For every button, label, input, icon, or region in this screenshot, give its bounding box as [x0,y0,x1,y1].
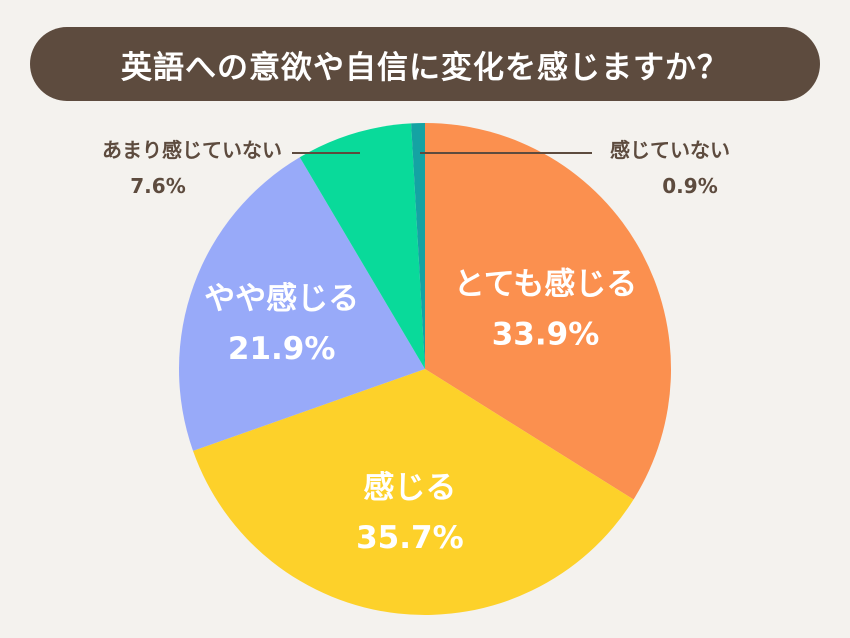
pie-slices [179,123,671,615]
slice-3-value: 21.9% [228,331,336,367]
slice-labels: とても感じる 33.9% 感じる 35.7% やや感じる 21.9% あまり感じていない 7.… [102,138,730,556]
slice-4-label: あまり感じていない [102,138,282,162]
slice-1 [425,123,671,500]
slice-4 [299,123,425,369]
slice-5 [411,123,425,369]
slice-1-label: とても感じる [454,266,638,302]
slice-1-value: 33.9% [492,316,600,352]
slice-5-value: 0.9% [662,174,717,198]
slice-4-value: 7.6% [130,174,185,198]
slice-2-value: 35.7% [356,520,464,556]
slice-2-label: 感じる [363,470,456,506]
slice-3-label: やや感じる [204,281,359,317]
title-bar: 英語への意欲や自信に変化を感じますか？ [30,27,820,101]
slice-3 [179,157,425,451]
slice-2 [193,369,634,615]
chart-title: 英語への意欲や自信に変化を感じますか？ [121,49,729,86]
slice-5-label: 感じていない [610,138,730,162]
